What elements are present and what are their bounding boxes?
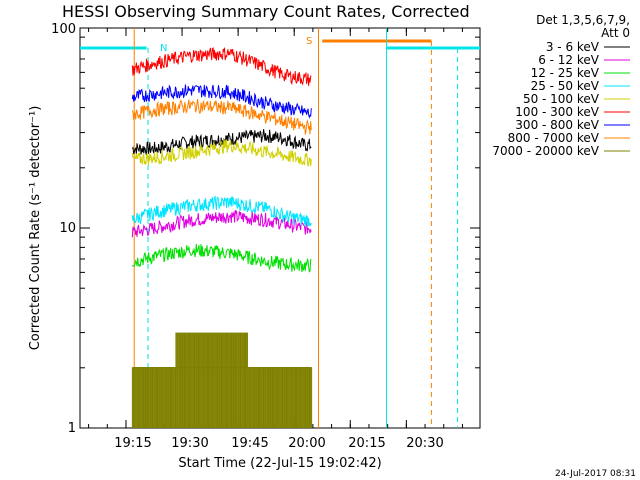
chart-title: HESSI Observing Summary Count Rates, Cor… [62,2,470,21]
legend-header-line2: Att 0 [601,26,630,40]
footer-date: 24-Jul-2017 08:31 [555,469,636,479]
legend-label-800-7000: 800 - 7000 keV [508,131,600,145]
x-tick-label-1945: 19:45 [231,436,268,451]
x-tick-label-1915: 19:15 [114,436,151,451]
x-tick-label-2030: 20:30 [406,436,443,451]
x-tick-label-1930: 19:30 [171,436,208,451]
y-tick-label-10: 10 [59,221,76,236]
x-tick-label-2015: 20:15 [348,436,385,451]
legend-label-25-50: 25 - 50 keV [531,79,600,93]
series-trace-50-100 [131,139,312,167]
series-trace-25-50 [131,195,312,228]
series-trace-300-800 [131,84,312,119]
x-axis-label: Start Time (22-Jul-15 19:02:42) [178,456,381,471]
series-trace-800-7000 [131,99,312,136]
legend-label-50-100: 50 - 100 keV [523,92,600,106]
chart-marks [80,27,630,429]
series-trace-12-25 [131,243,312,273]
y-tick-label-100: 100 [51,22,76,37]
series-trace-100-300 [131,47,312,86]
x-tick-label-2000: 20:00 [288,436,325,451]
series-trace-6-12 [131,210,312,238]
legend-label-7000-20000: 7000 - 20000 keV [492,144,599,158]
legend-label-12-25: 12 - 25 keV [531,66,600,80]
saa-flag-label: S [306,36,312,47]
legend-label-100-300: 100 - 300 keV [515,105,599,119]
legend-label-3-6: 3 - 6 keV [546,40,600,54]
legend-header-line1: Det 1,3,5,6,7,9, [536,13,630,27]
legend-label-300-800: 300 - 800 keV [515,118,599,132]
legend: 3 - 6 keV 6 - 12 keV 12 - 25 keV 25 - 50… [492,40,599,158]
legend-label-6-12: 6 - 12 keV [538,53,600,67]
y-tick-label-1: 1 [68,421,76,436]
night-flag-label: N [160,43,167,54]
y-axis-label: Corrected Count Rate (s⁻¹ detector⁻¹) [28,106,43,351]
